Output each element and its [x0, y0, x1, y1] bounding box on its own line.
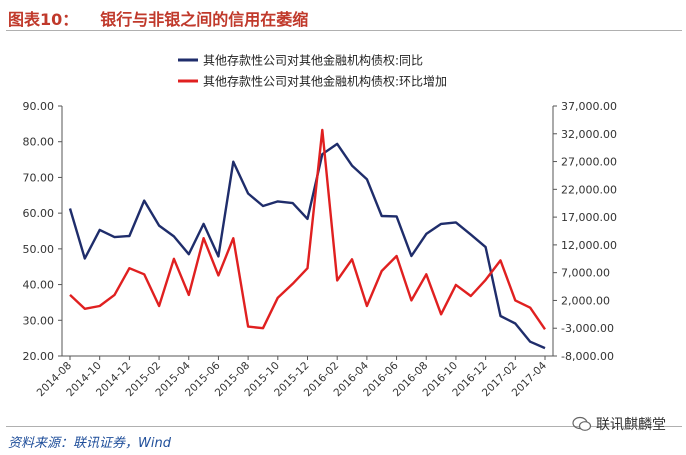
footer-divider [6, 426, 682, 427]
figure-title-text: 银行与非银之间的信用在萎缩 [100, 10, 309, 29]
figure-title: 图表10： 银行与非银之间的信用在萎缩 [8, 6, 308, 30]
left-axis-tick-label: 80.00 [23, 136, 55, 149]
plot-area: 20.00 30.00 40.00 50.00 60.00 70.00 80.00 90.00… [23, 100, 617, 399]
watermark-text: 联讯麒麟堂 [596, 417, 666, 433]
yoy-series-line [68, 142, 546, 350]
legend-label: 其他存款性公司对其他金融机构债权:环比增加 [203, 74, 447, 89]
right-axis-tick-label: 37,000.00 [561, 100, 617, 113]
left-axis-tick-label: 20.00 [23, 350, 55, 363]
right-axis-tick-label: 7,000.00 [561, 267, 610, 280]
figure-label: 图表10： [8, 10, 79, 29]
title-divider [6, 30, 682, 31]
left-axis-tick-label: 30.00 [23, 314, 55, 327]
watermark: 联讯麒麟堂 [572, 414, 666, 434]
left-axis-tick-label: 60.00 [23, 207, 55, 220]
legend-label: 其他存款性公司对其他金融机构债权:同比 [203, 53, 423, 68]
right-axis-tick-label: 22,000.00 [561, 183, 617, 196]
left-axis-tick-label: 90.00 [23, 100, 55, 113]
right-axis-tick-label: -3,000.00 [561, 322, 614, 335]
left-axis-tick-label: 70.00 [23, 171, 55, 184]
right-axis-tick-label: 32,000.00 [561, 128, 617, 141]
right-axis-tick-label: -8,000.00 [561, 350, 614, 363]
source-note: 资料来源：联讯证券，Wind [8, 436, 171, 451]
left-axis-tick-label: 40.00 [23, 279, 55, 292]
mom-series-line [69, 128, 546, 330]
right-axis-tick-label: 2,000.00 [561, 294, 610, 307]
right-axis-tick-label: 17,000.00 [561, 211, 617, 224]
right-axis-tick-label: 27,000.00 [561, 156, 617, 169]
right-axis-tick-label: 12,000.00 [561, 239, 617, 252]
wechat-icon [572, 416, 592, 431]
left-axis-tick-label: 50.00 [23, 243, 55, 256]
